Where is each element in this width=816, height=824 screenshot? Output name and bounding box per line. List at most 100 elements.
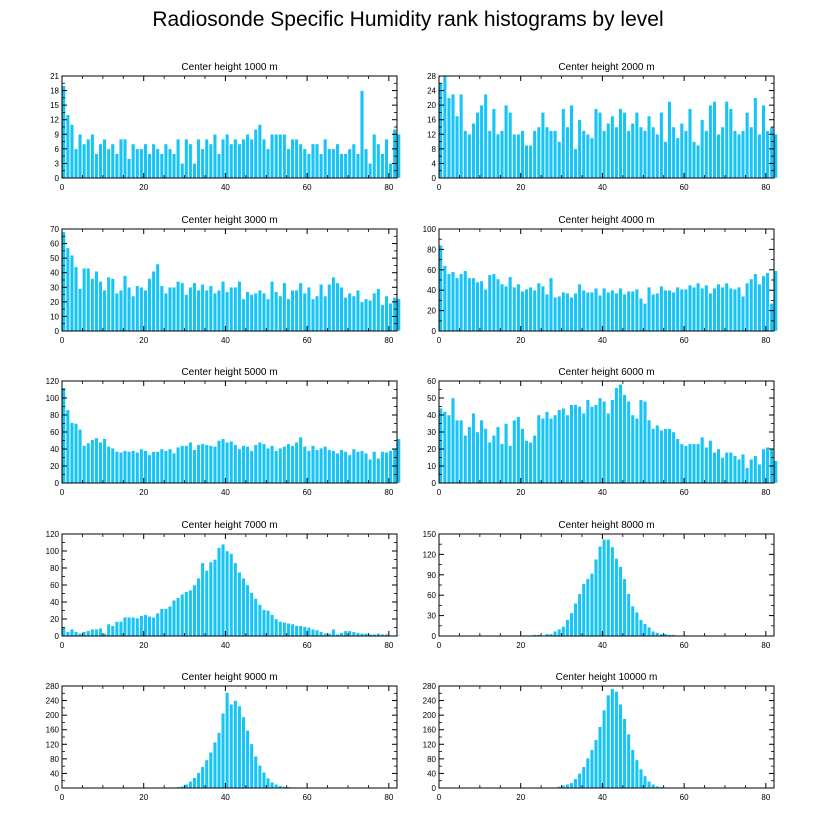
histogram-bar	[618, 566, 623, 637]
histogram-bar	[463, 130, 468, 179]
histogram-bar	[69, 629, 74, 637]
histogram-bar	[151, 451, 156, 484]
histogram-bar	[647, 626, 652, 637]
y-tick-label: 30	[427, 612, 436, 621]
histogram-bar	[679, 123, 684, 179]
histogram-bar	[270, 281, 275, 332]
histogram-bar	[459, 94, 464, 179]
histogram-bar	[290, 290, 295, 332]
histogram-bar	[306, 287, 311, 332]
histogram-bar	[86, 138, 91, 179]
histogram-bar	[528, 286, 533, 332]
histogram-bar	[446, 414, 451, 484]
histogram-bar	[229, 441, 234, 484]
histogram-bar	[118, 138, 123, 179]
histogram-bar	[241, 445, 246, 484]
histogram-bar	[688, 284, 692, 332]
histogram-bar	[298, 143, 303, 179]
histogram-bar	[257, 124, 262, 179]
x-tick-label: 0	[60, 336, 65, 345]
histogram-bar	[212, 741, 217, 789]
y-tick-label: 24	[427, 87, 436, 96]
y-tick-label: 0	[432, 174, 437, 183]
histogram-bar	[245, 730, 250, 789]
histogram-bar	[577, 406, 582, 484]
histogram-bar	[143, 614, 148, 637]
histogram-bar	[257, 604, 262, 637]
histogram-bar	[573, 293, 578, 332]
histogram-bar	[455, 419, 460, 484]
x-tick-label: 60	[303, 641, 312, 650]
histogram-bar	[396, 438, 401, 484]
y-tick-label: 3	[55, 159, 60, 168]
histogram-bar	[110, 447, 115, 484]
x-tick-label: 0	[60, 183, 65, 192]
histogram-bar	[241, 138, 246, 179]
y-tick-label: 280	[46, 682, 60, 691]
histogram-bar	[647, 781, 652, 789]
histogram-bar	[323, 138, 328, 179]
histogram-bar	[622, 718, 627, 789]
histogram-bar	[176, 447, 181, 484]
y-tick-label: 0	[432, 632, 437, 641]
histogram-bar	[118, 452, 123, 484]
histogram-bar	[504, 104, 509, 179]
histogram-bar	[606, 539, 611, 637]
histogram-bar	[380, 451, 385, 484]
histogram-bar	[253, 292, 258, 332]
y-tick-label: 60	[427, 591, 436, 600]
histogram-bar	[90, 278, 95, 332]
histogram-bar	[765, 130, 770, 179]
histogram-bar	[78, 288, 83, 332]
histogram-bar	[147, 454, 152, 484]
y-tick-label: 240	[46, 697, 60, 706]
histogram-bar	[594, 739, 598, 789]
histogram-bar	[540, 285, 545, 332]
histogram-bar	[540, 112, 545, 179]
histogram-bar	[90, 439, 95, 484]
histogram-bar	[229, 287, 234, 332]
x-tick-label: 40	[221, 793, 230, 802]
y-tick-label: 30	[427, 428, 436, 437]
histogram-bar	[311, 298, 315, 332]
y-tick-label: 10	[427, 462, 436, 471]
histogram-bar	[351, 295, 356, 332]
histogram-bar	[204, 138, 209, 179]
histogram-bar	[606, 292, 611, 332]
histogram-bar	[159, 285, 164, 332]
histogram-bar	[561, 626, 566, 637]
histogram-bar	[229, 704, 234, 789]
histogram-bar	[671, 431, 676, 484]
histogram-bar	[229, 553, 234, 637]
y-tick-label: 150	[423, 530, 437, 539]
histogram-bar	[327, 148, 332, 179]
histogram-bar	[376, 458, 381, 484]
histogram-bar	[74, 423, 78, 484]
histogram-bar	[98, 442, 103, 484]
x-tick-label: 40	[221, 641, 230, 650]
histogram-bar	[618, 704, 623, 789]
histogram-bar	[467, 134, 472, 179]
histogram-panel: Center height 8000 m 0 30 60 90 120 150 0 20 40 60…	[423, 520, 775, 650]
histogram-bar	[737, 459, 741, 484]
histogram-bar	[208, 445, 213, 484]
x-tick-label: 40	[598, 793, 607, 802]
histogram-bar	[585, 757, 590, 789]
histogram-panel: Center height 6000 m 0 10 20 30 40 50 60 0 20 40 60…	[427, 367, 778, 497]
histogram-bar	[500, 283, 504, 332]
histogram-bar	[594, 404, 598, 484]
histogram-bar	[545, 411, 549, 484]
histogram-bar	[339, 632, 344, 637]
figure-title: Radiosonde Specific Humidity rank histog…	[152, 8, 664, 31]
histogram-bar	[237, 281, 242, 332]
histogram-bar	[483, 94, 488, 179]
histogram-bar	[532, 290, 537, 332]
histogram-bar	[479, 419, 484, 484]
histogram-bar	[249, 294, 254, 332]
histogram-bar	[606, 413, 611, 484]
histogram-bar	[221, 438, 226, 484]
histogram-bar	[69, 255, 74, 332]
histogram-bar	[184, 784, 189, 789]
histogram-bar	[151, 143, 156, 179]
